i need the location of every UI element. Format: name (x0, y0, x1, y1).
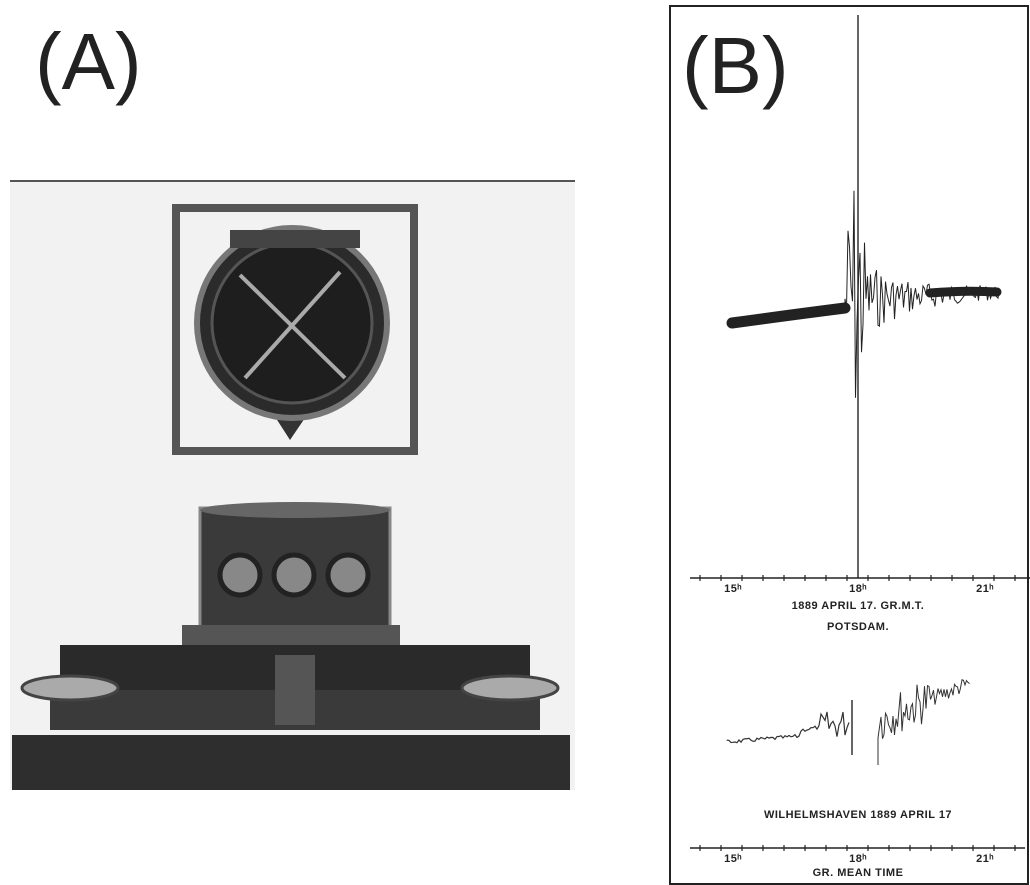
panel-border (669, 5, 1029, 885)
seismogram-caption: WILHELMSHAVEN 1889 APRIL 17 (764, 809, 952, 821)
trace (925, 286, 1002, 298)
tick-label: 15ʰ (724, 853, 742, 865)
seismograms (726, 190, 1002, 765)
tick-label: 21ʰ (976, 853, 994, 865)
seismogram-date: 1889 APRIL 17. GR.M.T. (792, 600, 925, 612)
trace (726, 302, 851, 329)
tick-label: 18ʰ (849, 853, 867, 865)
tick-label: 15ʰ (724, 583, 742, 595)
station-name: POTSDAM. (827, 621, 889, 633)
tick-label: 21ʰ (976, 583, 994, 595)
panel-label: (B) (682, 21, 789, 110)
trace (726, 711, 850, 744)
axis-label: GR. MEAN TIME (813, 867, 904, 879)
panel-label: (A) (35, 17, 142, 106)
tick-label: 18ʰ (849, 583, 867, 595)
instrument-photo (10, 180, 575, 790)
trace (877, 679, 970, 765)
